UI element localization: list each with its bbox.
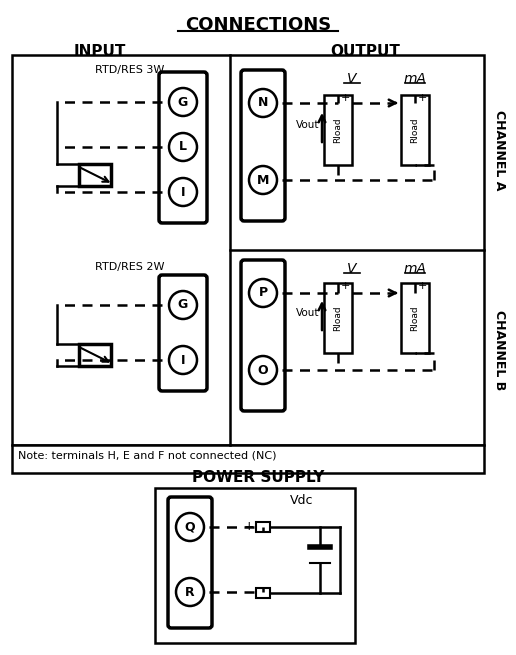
Text: V: V (347, 262, 357, 276)
Bar (401, 283, 429, 353)
Text: G: G (178, 96, 188, 109)
Text: I: I (181, 185, 185, 198)
Text: +: + (341, 93, 350, 103)
Text: Rload: Rload (411, 305, 420, 331)
FancyBboxPatch shape (241, 70, 285, 221)
Text: R: R (185, 586, 195, 599)
Circle shape (169, 133, 197, 161)
Circle shape (249, 89, 277, 117)
Text: mA: mA (404, 262, 427, 276)
Bar (256, 522, 270, 532)
Circle shape (169, 88, 197, 116)
Text: +: + (341, 281, 350, 291)
Circle shape (249, 166, 277, 194)
Text: +: + (417, 93, 427, 103)
Circle shape (169, 291, 197, 319)
Text: Rload: Rload (333, 305, 343, 331)
Text: M: M (257, 174, 269, 187)
Text: RTD/RES 3W: RTD/RES 3W (95, 65, 165, 75)
Text: L: L (179, 141, 187, 153)
Text: POWER SUPPLY: POWER SUPPLY (192, 470, 324, 485)
Text: Note: terminals H, E and F not connected (NC): Note: terminals H, E and F not connected… (18, 450, 277, 460)
Circle shape (169, 178, 197, 206)
Text: +: + (244, 521, 254, 534)
Text: N: N (258, 96, 268, 109)
Text: Vdc: Vdc (290, 494, 314, 507)
Circle shape (169, 346, 197, 374)
Text: RTD/RES 2W: RTD/RES 2W (95, 262, 165, 272)
Text: CHANNEL A: CHANNEL A (493, 110, 507, 190)
Bar (324, 95, 352, 165)
FancyBboxPatch shape (241, 260, 285, 411)
Text: OUTPUT: OUTPUT (330, 44, 400, 59)
Text: I: I (181, 354, 185, 367)
Text: O: O (257, 364, 268, 377)
FancyBboxPatch shape (168, 497, 212, 628)
Bar (401, 95, 429, 165)
Bar (79, 344, 111, 366)
Bar (155, 488, 355, 643)
Bar (256, 588, 270, 598)
Text: Rload: Rload (333, 117, 343, 143)
Circle shape (249, 356, 277, 384)
FancyBboxPatch shape (159, 72, 207, 223)
Text: CONNECTIONS: CONNECTIONS (185, 16, 331, 34)
Text: mA: mA (404, 72, 427, 86)
Text: P: P (259, 286, 268, 299)
FancyBboxPatch shape (159, 275, 207, 391)
Text: Vout: Vout (296, 308, 319, 318)
Text: -: - (250, 586, 254, 599)
Circle shape (249, 279, 277, 307)
Bar (324, 283, 352, 353)
Text: +: + (417, 281, 427, 291)
Circle shape (176, 578, 204, 606)
Text: Vout: Vout (296, 120, 319, 130)
Text: CHANNEL B: CHANNEL B (493, 310, 507, 390)
Text: V: V (347, 72, 357, 86)
Text: INPUT: INPUT (74, 44, 126, 59)
Text: Q: Q (185, 521, 196, 534)
Circle shape (176, 513, 204, 541)
Bar (79, 164, 111, 186)
Bar (12, 445, 484, 473)
Text: Rload: Rload (411, 117, 420, 143)
Text: G: G (178, 299, 188, 312)
Bar (12, 55, 484, 445)
